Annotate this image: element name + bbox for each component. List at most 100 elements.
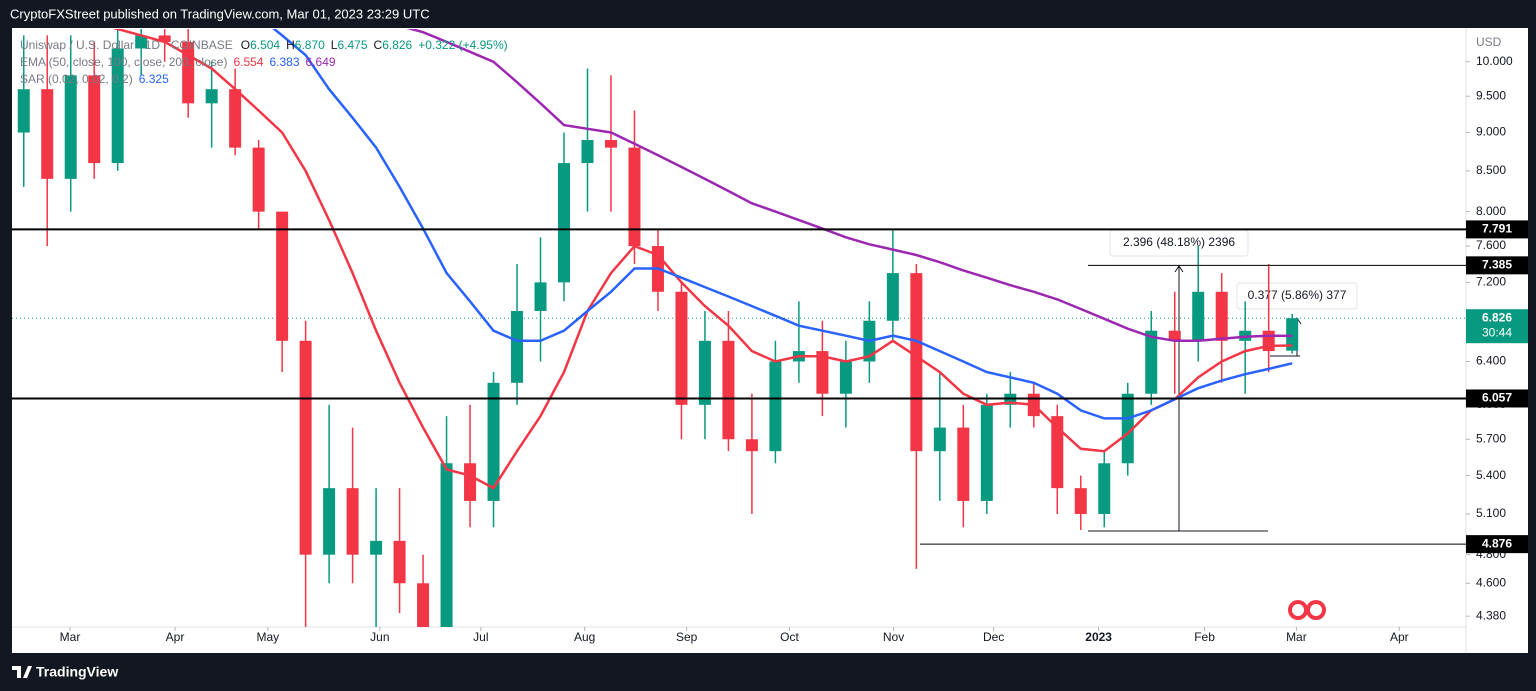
- y-tick-label: 8.500: [1476, 163, 1506, 177]
- candle-body: [604, 140, 617, 148]
- legend-value: 6.504: [250, 38, 280, 52]
- legend-key: L: [331, 38, 338, 52]
- y-tick-label: 9.000: [1476, 125, 1506, 139]
- candle-body: [675, 291, 688, 405]
- legend-ema: EMA (50, close, 100, close, 200, close): [20, 55, 227, 69]
- legend-sar-row: SAR (0.02, 0.02, 0.2) 6.325: [20, 72, 169, 86]
- candle-body: [511, 310, 524, 383]
- candle-body: [933, 427, 946, 452]
- level-tag: [1466, 220, 1528, 239]
- candle-body: [205, 89, 218, 104]
- plot: [12, 29, 1466, 627]
- level-tag-label: 6.057: [1482, 391, 1512, 405]
- measure-label: 0.377 (5.86%) 377: [1248, 288, 1347, 302]
- candle-body: [17, 89, 30, 133]
- level-tag-label: 4.876: [1482, 536, 1512, 550]
- legend-value: 6.870: [295, 38, 325, 52]
- y-tick-label: 6.400: [1476, 354, 1506, 368]
- legend-value: 6.826: [382, 38, 412, 52]
- measure-label: 2.396 (48.18%) 2396: [1123, 235, 1235, 249]
- y-tick-label: 8.000: [1476, 204, 1506, 218]
- candle-body: [886, 273, 899, 321]
- candle-body: [487, 382, 500, 501]
- level-tag: [1466, 256, 1528, 275]
- x-tick-label: May: [256, 630, 279, 644]
- x-tick-label: 2023: [1085, 630, 1112, 644]
- y-tick-label: 5.400: [1476, 468, 1506, 482]
- legend-key: H: [286, 38, 295, 52]
- candle-body: [41, 89, 54, 179]
- y-tick-label: 5.100: [1476, 506, 1506, 520]
- candle-body: [229, 89, 242, 148]
- x-tick-label: Apr: [1390, 630, 1409, 644]
- candle-body: [440, 463, 453, 627]
- candle-body: [581, 140, 594, 164]
- legend-ema-value: 6.554: [233, 55, 263, 69]
- candle-body: [769, 361, 782, 452]
- level-tag-label: 7.791: [1482, 222, 1512, 236]
- ema-line: [112, 29, 1293, 490]
- y-tick-label: 9.500: [1476, 88, 1506, 102]
- candle-body: [722, 340, 735, 440]
- legend-symbol: Uniswap / U.S. Dollar · 1D · COINBASE: [20, 38, 233, 52]
- y-tick-label: 5.700: [1476, 431, 1506, 445]
- x-tick-label: Mar: [60, 630, 81, 644]
- candle-body: [1168, 330, 1181, 341]
- candle-body: [370, 540, 383, 555]
- level-tag-label: 7.385: [1482, 258, 1512, 272]
- candle-body: [464, 463, 477, 501]
- candle-body: [276, 211, 289, 341]
- x-tick-label: Aug: [574, 630, 595, 644]
- legend-key: C: [374, 38, 383, 52]
- candle-body: [88, 75, 101, 164]
- y-tick-label: 7.600: [1476, 238, 1506, 252]
- legend-symbol-row: Uniswap / U.S. Dollar · 1D · COINBASE O6.…: [20, 38, 508, 52]
- candle-body: [816, 351, 829, 394]
- legend-ema-row: EMA (50, close, 100, close, 200, close) 6…: [20, 55, 336, 69]
- candle-body: [323, 488, 336, 555]
- candle-body: [252, 147, 265, 212]
- flag-icons: [1288, 600, 1326, 620]
- level-tag: [1466, 389, 1528, 408]
- x-tick-label: Sep: [676, 630, 698, 644]
- candle-body: [558, 163, 571, 283]
- ema-line: [272, 29, 1293, 420]
- ema-line: [406, 29, 1293, 343]
- candle-body: [1145, 330, 1158, 394]
- x-tick-label: Feb: [1194, 630, 1215, 644]
- candle-body: [1192, 291, 1205, 341]
- candle-body: [839, 361, 852, 394]
- candle-body: [1215, 291, 1228, 341]
- candle-body: [910, 273, 923, 452]
- x-tick-label: Oct: [780, 630, 799, 644]
- legend-value: 6.475: [337, 38, 367, 52]
- brand: TradingView: [36, 664, 118, 680]
- y-tick-label: 4.380: [1476, 608, 1506, 622]
- candle-body: [1121, 393, 1134, 464]
- candle-body: [1074, 488, 1087, 514]
- x-tick-label: Jun: [370, 630, 389, 644]
- candle-body: [957, 427, 970, 501]
- x-tick-label: Jul: [473, 630, 488, 644]
- legend-ema-value: 6.649: [306, 55, 336, 69]
- legend-sar-value: 6.325: [139, 72, 169, 86]
- candle-body: [1051, 416, 1064, 489]
- legend-ema-value: 6.383: [269, 55, 299, 69]
- x-tick-label: Apr: [166, 630, 185, 644]
- currency: USD: [1476, 35, 1502, 49]
- price-tag-label: 6.826: [1482, 310, 1512, 324]
- y-tick-label: 4.600: [1476, 575, 1506, 589]
- candle-body: [346, 488, 359, 555]
- legend-sar: SAR (0.02, 0.02, 0.2): [20, 72, 133, 86]
- publisher: CryptoFXStreet published on TradingView.…: [10, 6, 430, 21]
- candle-body: [1286, 318, 1299, 351]
- candle-body: [534, 282, 547, 311]
- candle-body: [628, 147, 641, 247]
- candle-body: [1098, 463, 1111, 514]
- y-tick-label: 7.200: [1476, 275, 1506, 289]
- chart-area: [12, 28, 1528, 653]
- candle-body: [980, 404, 993, 501]
- candle-body: [135, 35, 148, 49]
- candle-body: [698, 340, 711, 405]
